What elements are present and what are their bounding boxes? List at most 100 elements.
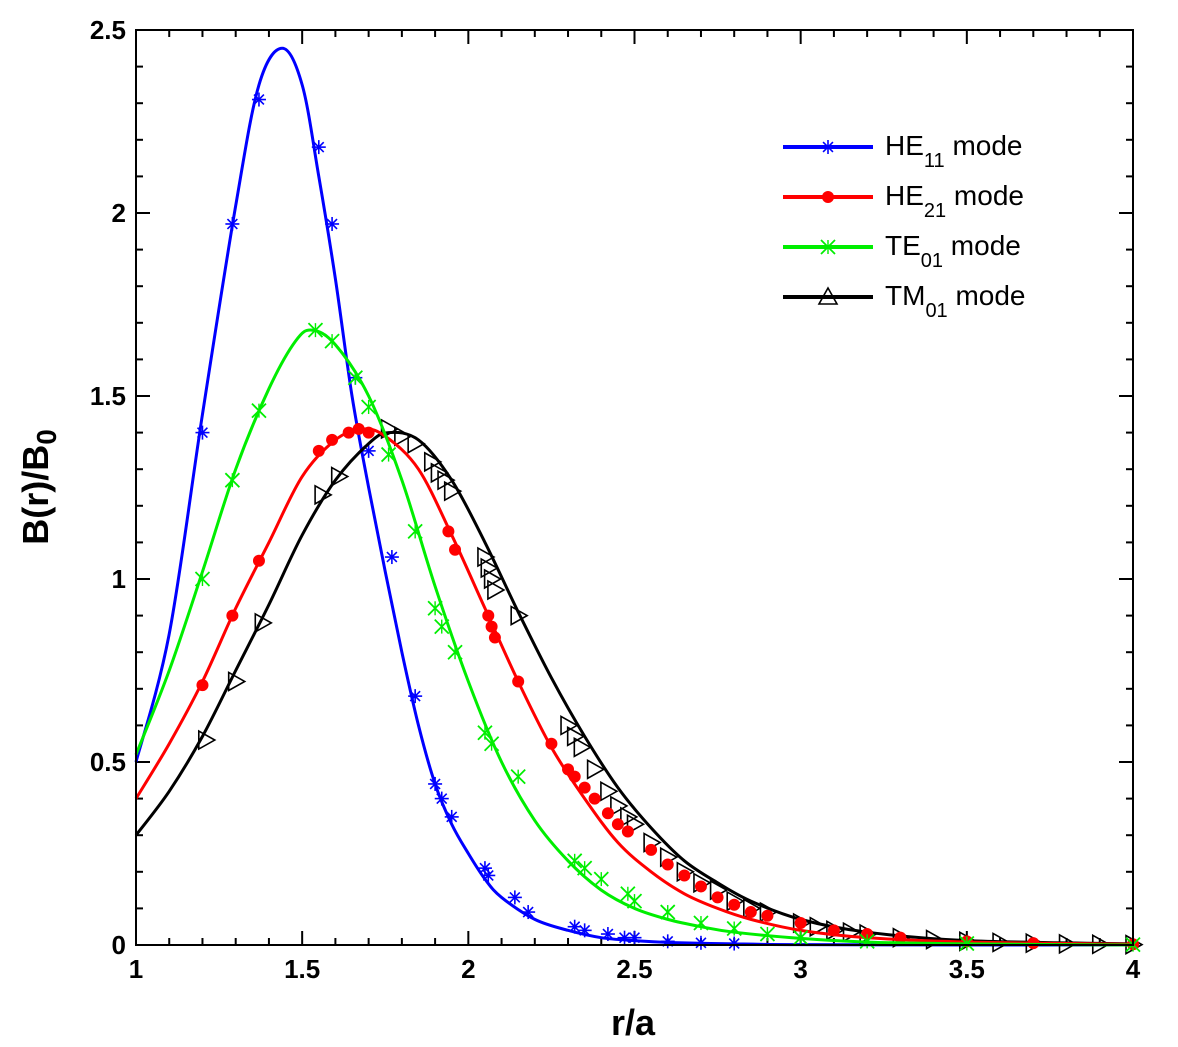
series-marker-he21: [694, 880, 707, 893]
series-marker-he11-stroke: [479, 862, 491, 874]
series-marker-he21-dot: [678, 869, 691, 882]
series-marker-he21: [678, 869, 691, 882]
series-marker-he11-stroke: [326, 218, 338, 230]
series-marker-he21: [342, 426, 355, 439]
series-marker-he11: [627, 930, 642, 945]
x-tick-labels: 1 1.5 2 2.5 3 3.5 4: [129, 954, 1141, 984]
series-marker-he21: [449, 543, 462, 556]
series-marker-he21: [894, 931, 907, 944]
series-marker-te01: [360, 399, 377, 415]
series-marker-te01: [251, 403, 267, 419]
series-marker-he11: [428, 776, 443, 791]
series-marker-he11: [195, 425, 210, 440]
series-line-tm01: [134, 430, 1134, 946]
series-marker-he21: [226, 609, 239, 622]
series-marker-he11: [251, 92, 266, 107]
legend-item: TM01 mode: [783, 280, 1026, 322]
series-group: [134, 46, 1144, 956]
series-marker-he21-dot: [694, 880, 707, 893]
series-marker-te01: [427, 600, 443, 616]
series-marker-tm01: [430, 462, 450, 484]
x-tick-label: 3.5: [949, 954, 985, 984]
series-marker-he21: [312, 444, 325, 457]
series-marker-he11-stroke: [579, 924, 591, 936]
series-marker-te01: [380, 446, 397, 463]
legend-label-sub: 01: [925, 300, 947, 322]
series-marker-he11: [325, 216, 340, 231]
series-marker-te01: [959, 935, 975, 952]
series-marker-tm01: [227, 671, 247, 692]
series-marker-he21: [794, 917, 807, 930]
legend-marker-dot: [822, 191, 834, 203]
y-axis-label-text: B(r)/B0: [15, 429, 62, 545]
legend-item: HE11 mode: [783, 130, 1023, 172]
series-marker-tm01: [573, 736, 592, 758]
series-marker-he11-stroke: [409, 690, 421, 702]
series-marker-he21: [728, 898, 741, 911]
series-marker-tm01-shape: [600, 780, 619, 802]
y-tick-label: 2: [112, 198, 126, 228]
series-marker-tm01: [407, 433, 426, 454]
series-marker-he21-dot: [362, 426, 375, 439]
series-marker-tm01: [560, 715, 579, 736]
series-marker-he21: [196, 679, 209, 692]
series-marker-tm01-shape: [610, 795, 629, 817]
series-marker-he11-stroke: [619, 932, 631, 944]
series-marker-tm01-shape: [626, 813, 646, 835]
series-marker-he11: [660, 934, 675, 949]
series-marker-tm01: [314, 484, 333, 506]
series-marker-te01: [793, 930, 809, 946]
legend-label: TM01 mode: [885, 280, 1026, 322]
series-marker-he11-stroke: [386, 551, 398, 563]
series-marker-he21: [744, 906, 757, 919]
legend-label-sub: 01: [921, 250, 943, 272]
series-marker-he21: [601, 807, 614, 820]
y-tick-label: 2.5: [90, 15, 126, 45]
series-marker-te01: [660, 904, 676, 920]
series-marker-he11: [434, 791, 449, 806]
series-marker-tm01: [330, 466, 350, 487]
legend-label-suffix: mode: [945, 130, 1023, 161]
x-tick-label: 2.5: [616, 954, 652, 984]
series-marker-tm01-shape: [227, 671, 247, 692]
series-marker-he21: [827, 924, 840, 937]
series-marker-he21-dot: [728, 898, 741, 911]
series-marker-he21-dot: [442, 525, 455, 538]
series-marker-te01: [859, 933, 875, 949]
series-marker-he11-stroke: [695, 937, 707, 949]
series-marker-he21-dot: [761, 909, 774, 922]
series-marker-he11-stroke: [569, 921, 581, 933]
series-marker-te01: [567, 853, 583, 869]
series-marker-he21-dot: [482, 609, 495, 622]
x-tick-label: 1: [129, 954, 143, 984]
legend-marker: [822, 191, 834, 203]
series-marker-tm01: [423, 451, 443, 473]
series-marker-tm01: [610, 795, 629, 817]
legend-label-suffix: mode: [943, 230, 1021, 261]
series-marker-he11-stroke: [196, 427, 208, 439]
legend-label-suffix: mode: [946, 180, 1024, 211]
series-marker-he21-dot: [488, 631, 501, 644]
series-marker-he21-dot: [326, 433, 339, 446]
legend-label-main: HE: [885, 180, 924, 211]
x-axis-label: r/a: [611, 1002, 656, 1043]
series-marker-tm01-shape: [620, 806, 639, 828]
series-marker-he21-dot: [512, 675, 525, 688]
series-marker-he21-dot: [661, 858, 674, 871]
series-marker-tm01: [437, 469, 456, 491]
series-marker-he11-stroke: [446, 811, 458, 823]
series-marker-te01: [194, 571, 211, 587]
series-marker-he11-stroke: [482, 869, 494, 881]
series-marker-he21: [512, 675, 525, 688]
series-marker-tm01: [586, 758, 606, 780]
series-marker-te01: [434, 618, 450, 635]
x-tick-label: 3: [793, 954, 807, 984]
series-marker-he21-dot: [312, 444, 325, 457]
series-marker-he11-stroke: [728, 938, 740, 950]
x-tick-label: 2: [461, 954, 475, 984]
legend-label: HE21 mode: [885, 180, 1024, 222]
series-marker-he21-dot: [449, 543, 462, 556]
series-marker-he11: [408, 689, 423, 704]
y-tick-labels: 0 0.5 1 1.5 2 2.5: [90, 15, 126, 960]
